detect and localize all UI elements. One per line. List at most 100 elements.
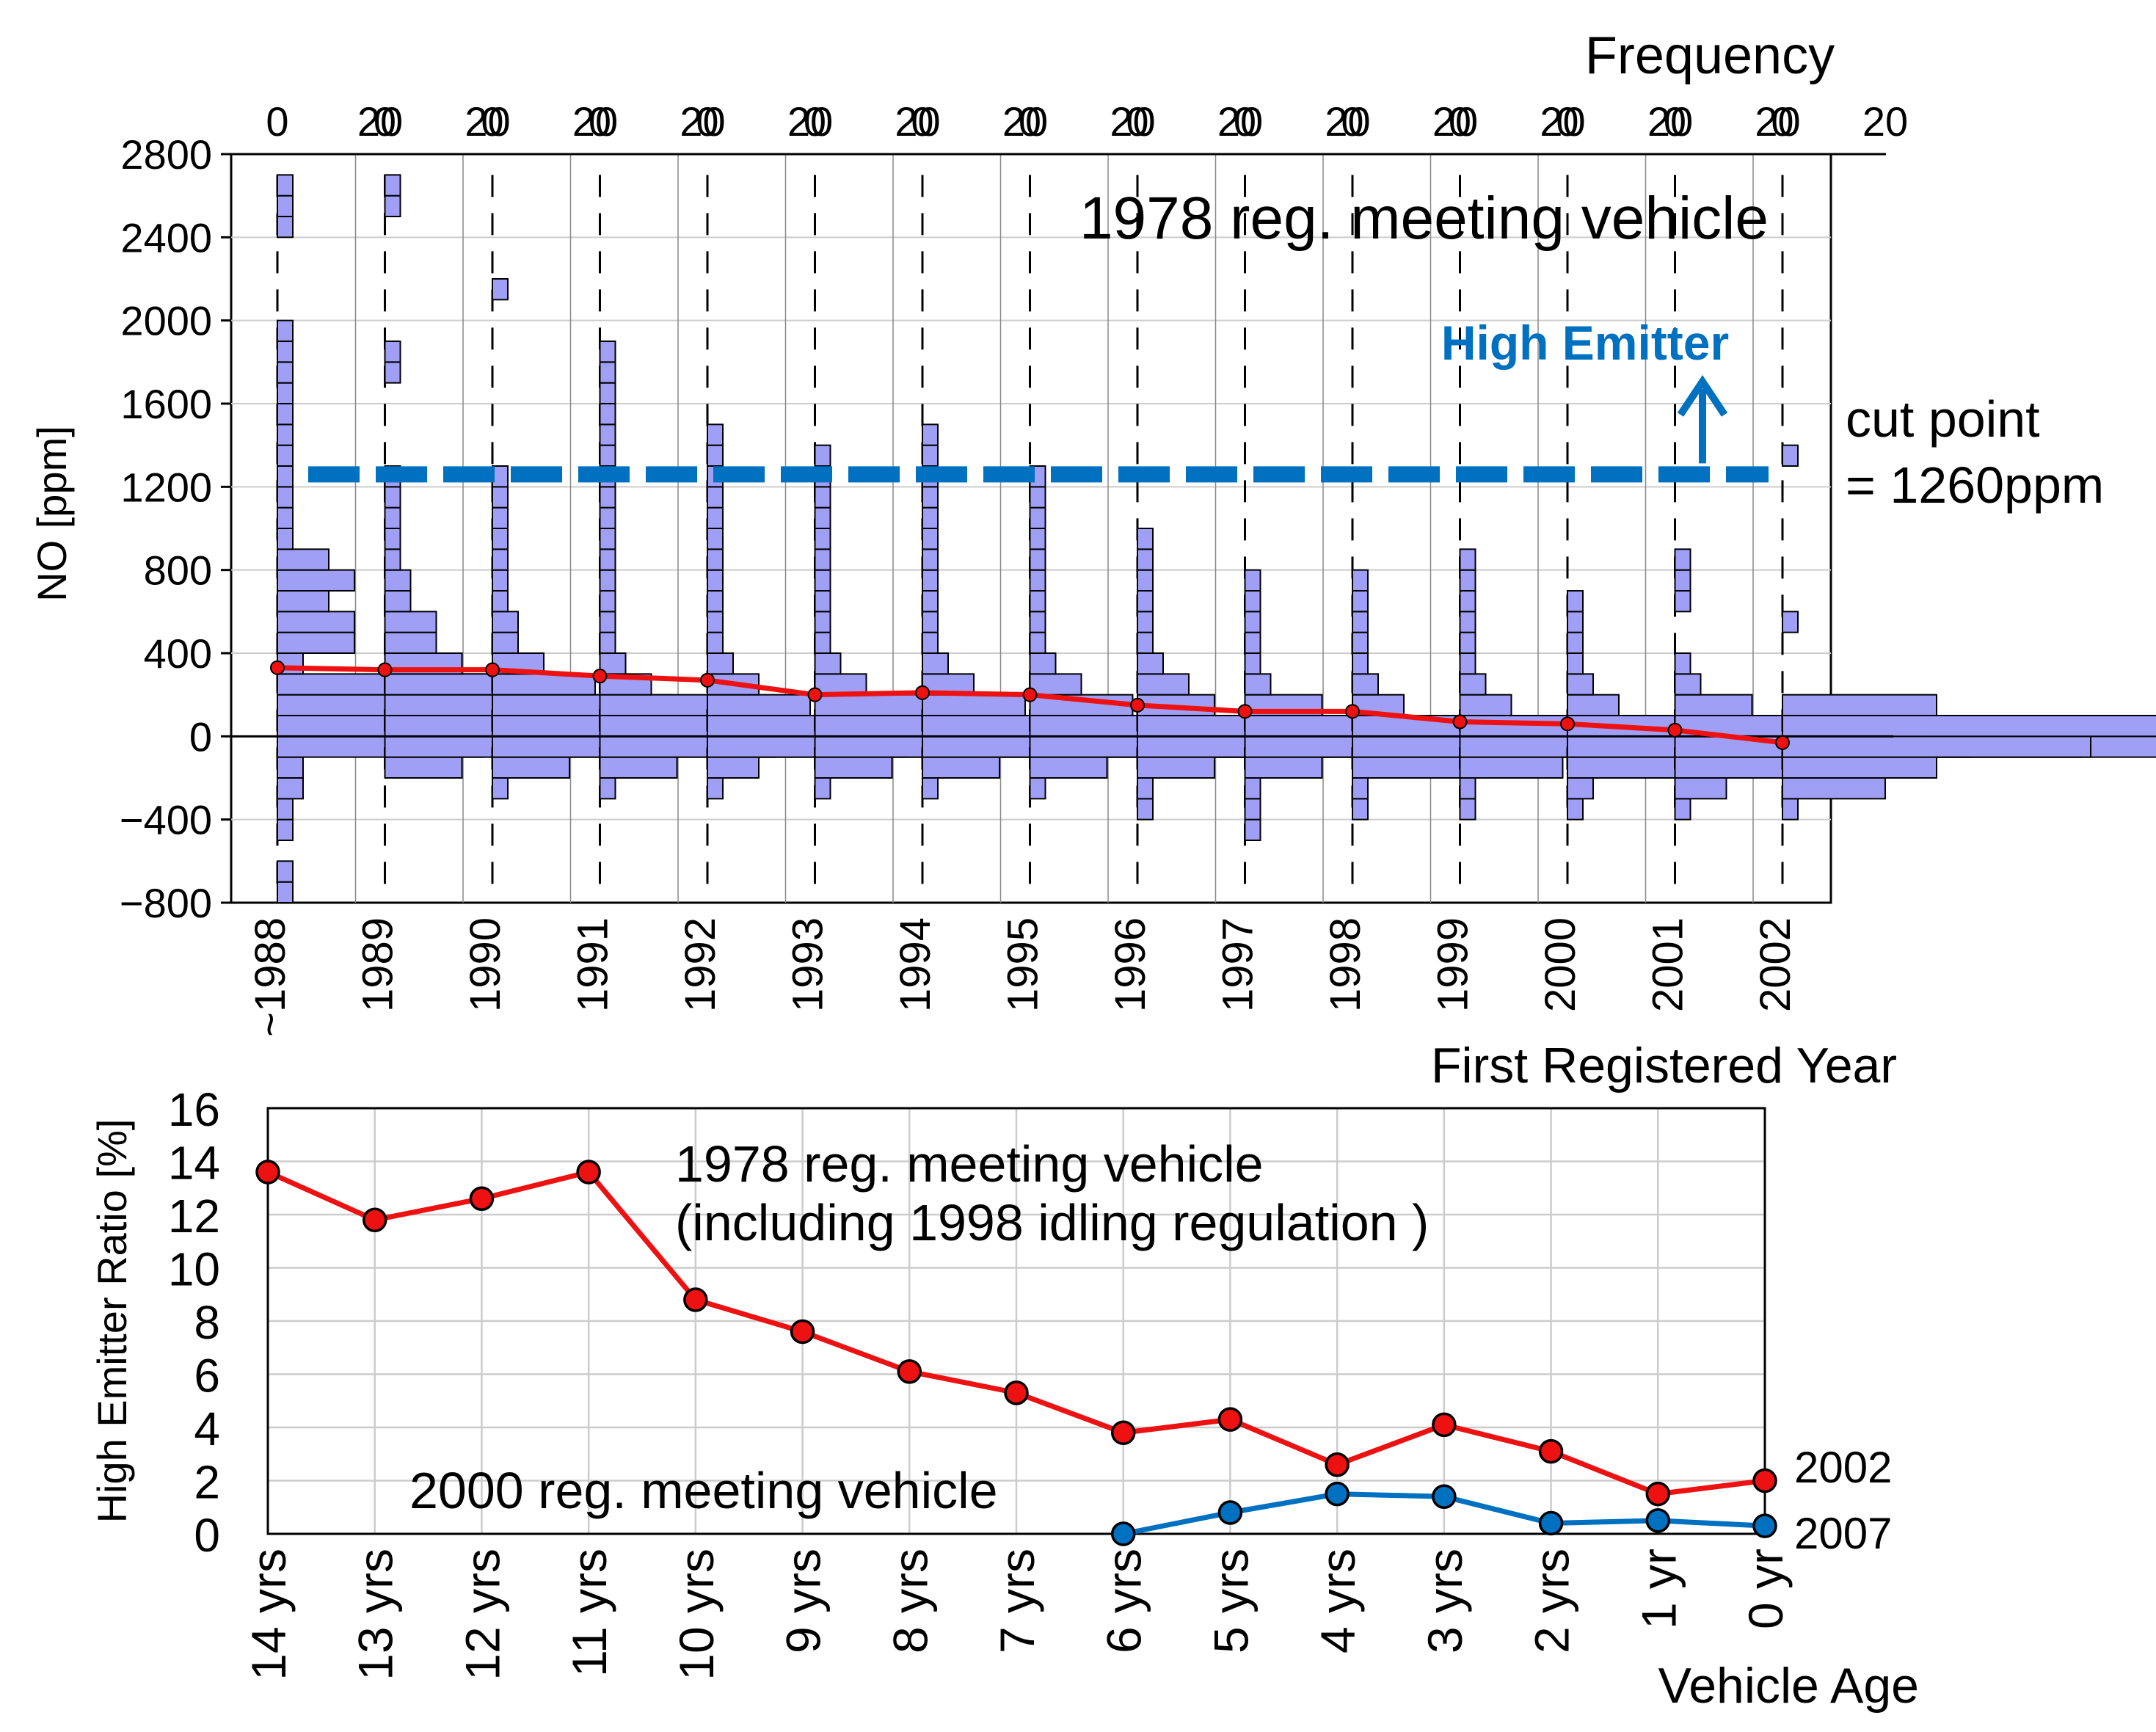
mean-no-point: [1345, 704, 1360, 719]
ratio-point-2002: [362, 1207, 387, 1232]
histogram-bar: [1137, 631, 1154, 655]
ratio-point-2007: [1325, 1481, 1350, 1507]
frequency-tick-label: 0: [374, 98, 396, 145]
histogram-bar: [277, 194, 294, 217]
frequency-tick-label: 0: [804, 98, 826, 145]
top-y-tick-label: 2800: [120, 131, 212, 178]
histogram-bar: [1029, 673, 1082, 696]
histogram-bar: [1459, 611, 1476, 633]
histogram-bar: [1782, 444, 1799, 467]
histogram-bar: [814, 652, 842, 675]
histogram-bar: [922, 528, 939, 550]
bottom-x-tick-label: 9 yrs: [776, 1549, 831, 1653]
frequency-tick-label: 20: [787, 98, 833, 145]
top-x-tick-label: 1998: [1322, 917, 1369, 1012]
histogram-bar: [384, 569, 412, 592]
histogram-bar: [814, 777, 831, 800]
histogram-bar: [1029, 611, 1046, 633]
top-y-tick-label: 400: [144, 630, 212, 677]
histogram-bar: [277, 403, 294, 426]
ratio-point-2002: [1432, 1412, 1457, 1438]
top-y-tick-label: −400: [120, 797, 212, 843]
histogram-bar: [384, 548, 401, 571]
bottom-y-tick-label: 2: [194, 1456, 220, 1509]
ratio-point-2002: [1325, 1452, 1350, 1477]
histogram-bar: [492, 569, 509, 592]
histogram-bar: [384, 486, 401, 509]
histogram-bar: [492, 611, 519, 633]
ratio-point-2002: [576, 1160, 601, 1185]
histogram-bar: [1674, 777, 1727, 800]
histogram-bar: [277, 798, 294, 820]
histogram-bar: [1674, 569, 1691, 592]
frequency-tick-label: 20: [895, 98, 940, 145]
histogram-bar: [814, 756, 893, 779]
histogram-bar: [492, 548, 509, 571]
mean-no-point: [1130, 697, 1145, 713]
ratio-point-2002: [1110, 1420, 1136, 1445]
histogram-bar: [1029, 569, 1046, 592]
histogram-bar: [1137, 652, 1164, 675]
histogram-bar: [1782, 611, 1799, 633]
ratio-point-2002: [1004, 1380, 1029, 1405]
histogram-bar: [922, 652, 949, 675]
frequency-tick-label: 20: [1002, 98, 1048, 145]
frequency-tick-label: 20: [1432, 98, 1478, 145]
histogram-bar: [277, 486, 294, 509]
high-emitter-label: High Emitter: [1441, 316, 1729, 370]
histogram-bar: [384, 174, 401, 197]
histogram-bar: [1782, 756, 1937, 779]
histogram-bar: [277, 528, 294, 550]
histogram-bar: [599, 423, 616, 446]
histogram-bar: [1782, 735, 2091, 758]
mean-no-point: [700, 672, 715, 688]
mean-no-point: [485, 662, 500, 677]
top-x-tick-label: 1994: [892, 917, 939, 1012]
histogram-bar: [814, 486, 831, 509]
top-y-tick-label: 2000: [120, 298, 212, 344]
bottom-y-tick-label: 14: [168, 1137, 220, 1190]
histogram-bar: [1244, 756, 1323, 779]
histogram-bar: [1459, 652, 1476, 675]
histogram-bar: [599, 569, 616, 592]
bottom-y-tick-label: 10: [168, 1243, 220, 1296]
histogram-bar: [277, 881, 294, 903]
histogram-bar: [599, 382, 616, 405]
histogram-bar: [922, 611, 939, 633]
frequency-tick-label: 0: [1771, 98, 1793, 145]
histogram-bar: [384, 506, 401, 530]
histogram-bar: [384, 361, 401, 384]
histogram-bar: [814, 611, 831, 633]
frequency-tick-label: 20: [465, 98, 510, 145]
histogram-bar: [1244, 652, 1261, 675]
histogram-bar: [1352, 611, 1369, 633]
bottom-x-tick-label: 14 yrs: [241, 1549, 296, 1681]
bottom-x-tick-label: 10 yrs: [669, 1549, 724, 1681]
frequency-tick-label: 20: [680, 98, 725, 145]
histogram-bar: [277, 423, 294, 446]
ratio-point-2002: [683, 1287, 708, 1312]
high-emitter-arrow: [1677, 374, 1728, 464]
histogram-bar: [384, 590, 412, 613]
histogram-bar: [1459, 777, 1476, 800]
histogram-bar: [1244, 611, 1261, 633]
bottom-x-tick-label: 12 yrs: [455, 1549, 509, 1681]
histogram-bar: [1137, 569, 1154, 592]
histogram-bar: [814, 506, 831, 530]
frequency-tick-label: 20: [1110, 98, 1155, 145]
histogram-bar: [277, 361, 294, 384]
histogram-bar: [1029, 590, 1046, 613]
histogram-bar: [707, 528, 724, 550]
mean-no-point: [1775, 735, 1790, 750]
histogram-bar: [599, 444, 616, 467]
histogram-bar: [492, 278, 509, 301]
histogram-bar: [707, 590, 724, 613]
top-x-tick-label: 1991: [569, 917, 617, 1012]
annotation-2000-reg: 2000 reg. meeting vehicle: [409, 1462, 998, 1519]
top-y-tick-label: 0: [189, 713, 212, 760]
histogram-bar: [1459, 548, 1476, 571]
histogram-bar: [277, 341, 294, 363]
